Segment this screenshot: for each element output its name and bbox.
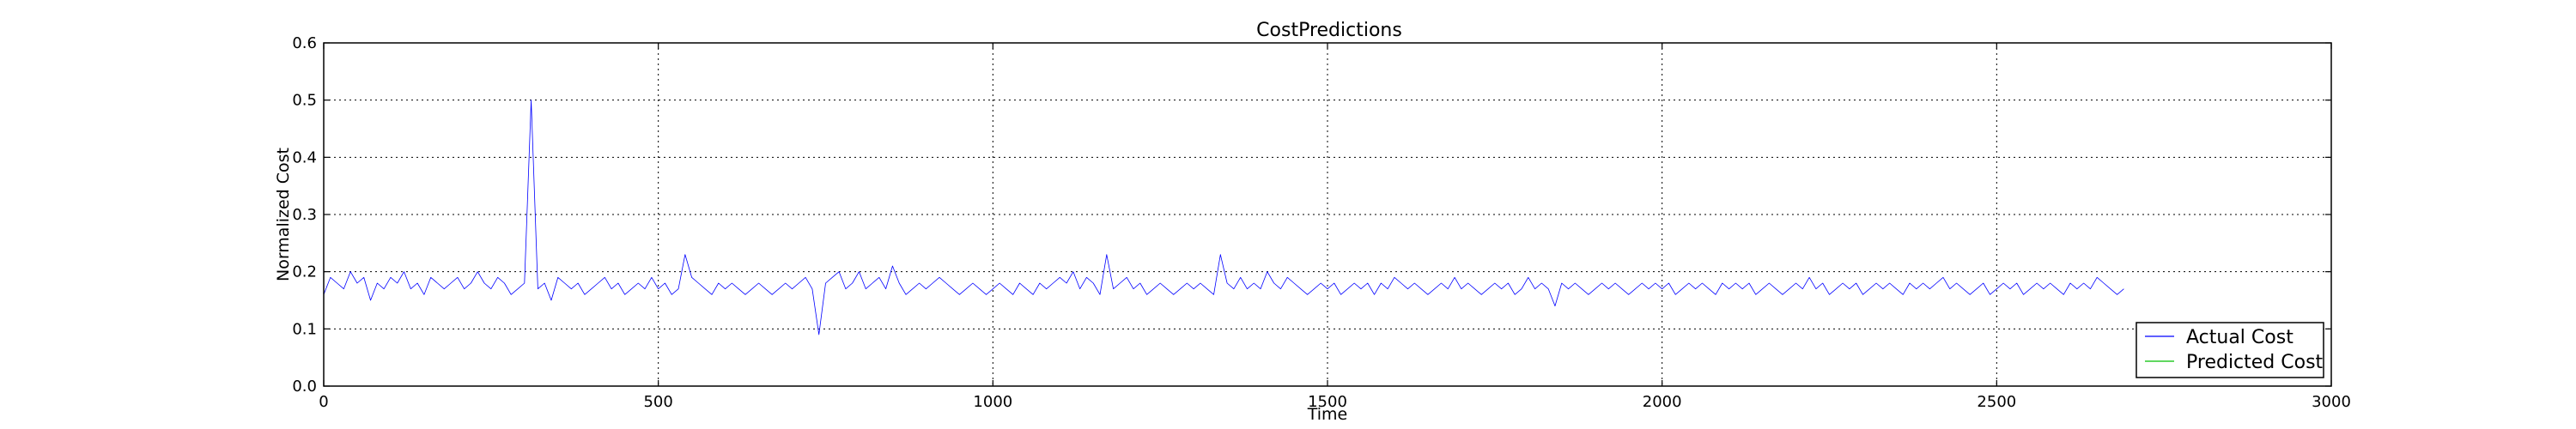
legend: Actual Cost Predicted Cost	[2136, 322, 2324, 378]
y-tick-label: 0.6	[292, 34, 317, 52]
y-axis: 0.0 0.1 0.2 0.3 0.4 0.5 0.6	[292, 34, 2331, 396]
series-line-actual-cost	[323, 100, 2124, 335]
y-tick-label: 0.4	[292, 148, 317, 166]
y-tick-label: 0.5	[292, 92, 317, 110]
x-tick-label: 1000	[973, 393, 1012, 411]
y-tick-label: 0.1	[292, 320, 317, 338]
x-tick-label: 500	[643, 393, 672, 411]
legend-box	[2136, 322, 2324, 378]
chart-title: CostPredictions	[1256, 20, 1402, 41]
x-tick-label: 3000	[2312, 393, 2351, 411]
x-tick-label: 2000	[1643, 393, 1682, 411]
x-axis: 0 500 1000 1500 2000 2500 3000	[319, 43, 2351, 411]
x-tick-label: 0	[319, 393, 328, 411]
y-tick-label: 0.3	[292, 206, 317, 224]
legend-label-actual-cost: Actual Cost	[2186, 327, 2293, 348]
y-axis-label: Normalized Cost	[274, 148, 293, 281]
y-tick-label: 0.0	[292, 378, 317, 396]
x-tick-label: 1500	[1308, 393, 1347, 411]
grid	[324, 43, 2331, 386]
x-tick-label: 2500	[1977, 393, 2016, 411]
legend-label-predicted-cost: Predicted Cost	[2186, 352, 2324, 373]
x-axis-label: Time	[1307, 405, 1348, 424]
series-group	[323, 100, 2124, 335]
y-tick-label: 0.2	[292, 263, 317, 281]
